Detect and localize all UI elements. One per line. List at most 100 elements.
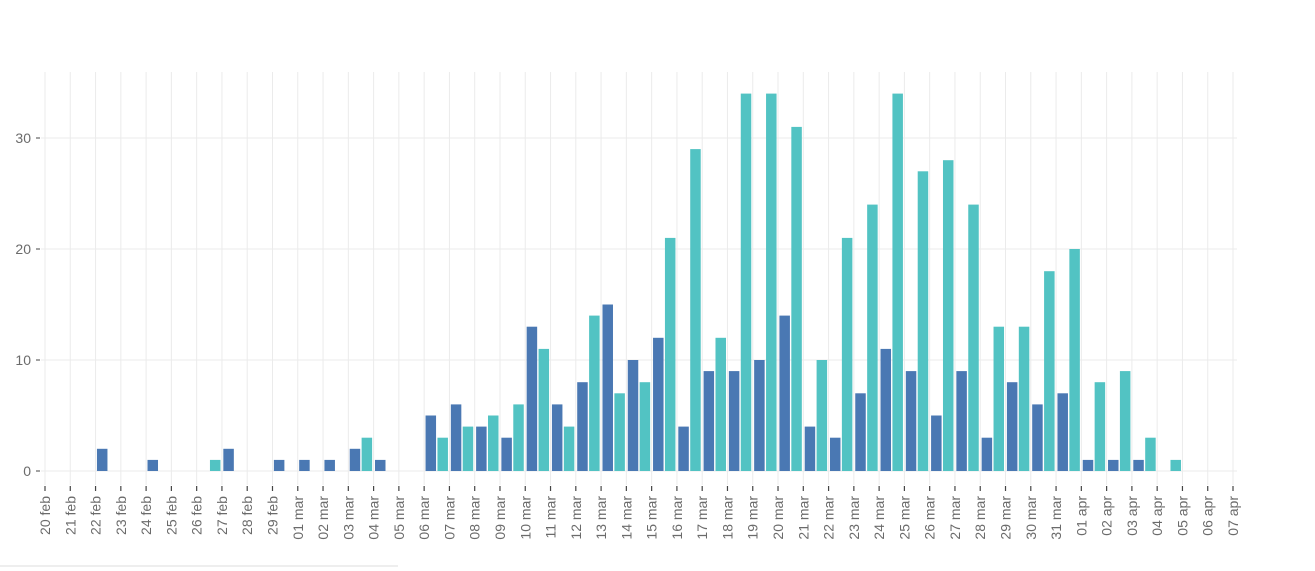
bar-series-dark [653,337,664,471]
bar-series-dark [551,404,563,471]
y-tick-label: 20 [15,241,31,257]
bar-series-dark [779,315,790,471]
x-tick-label: 23 mar [846,496,862,540]
bar-series-dark [273,459,285,471]
x-axis: 20 feb 21 feb 22 feb 23 feb 24 feb 25 feb 26 f… [37,486,1241,540]
bar-series-dark [931,415,942,471]
x-tick-label: 06 mar [416,496,432,540]
x-tick-label: 06 apr [1200,496,1216,536]
bar-series-teal [715,337,726,471]
x-tick-label: 24 mar [871,496,887,540]
x-tick-label: 18 mar [719,496,735,540]
x-tick-label: 28 mar [972,496,988,540]
x-tick-label: 20 feb [37,496,53,535]
bar-series-teal [867,204,878,471]
bar-series-dark [602,304,613,471]
bar-series-dark [956,371,967,471]
x-tick-label: 09 mar [492,496,508,540]
bar-series-teal [538,348,550,471]
bar-series-dark [476,426,487,471]
x-tick-label: 13 mar [593,496,609,540]
bars [96,93,1181,472]
x-tick-label: 07 apr [1225,496,1241,536]
bar-series-teal [1044,271,1055,471]
x-tick-label: 27 mar [947,496,963,540]
x-tick-label: 22 feb [88,496,104,535]
x-tick-label: 12 mar [568,496,584,540]
x-tick-label: 15 mar [644,496,660,540]
bar-series-dark [1082,459,1094,471]
bar-series-dark [425,415,437,471]
bar-series-dark [96,448,108,471]
bar-series-teal [1119,371,1131,471]
x-tick-label: 29 mar [998,496,1014,540]
x-tick-label: 25 feb [163,496,179,535]
bar-series-teal [942,160,954,471]
y-tick-label: 0 [23,463,31,479]
x-tick-label: 26 mar [922,496,938,540]
x-tick-label: 10 mar [517,496,533,540]
x-tick-label: 29 feb [264,496,280,535]
bar-series-teal [361,437,373,471]
x-tick-label: 04 apr [1149,496,1165,536]
divider [0,565,398,567]
bar-series-dark [374,459,386,471]
bar-series-teal [690,149,701,471]
x-tick-label: 02 mar [315,496,331,540]
x-tick-label: 22 mar [821,496,837,540]
x-tick-label: 31 mar [1048,496,1064,540]
bar-series-teal [766,93,777,471]
x-tick-label: 25 mar [896,496,912,540]
x-tick-label: 30 mar [1023,496,1039,540]
bar-series-teal [917,171,929,472]
bar-series-dark [829,437,841,471]
x-tick-label: 01 apr [1073,496,1089,536]
x-tick-label: 23 feb [113,496,129,535]
bar-series-dark [1006,382,1018,471]
x-tick-label: 03 apr [1124,496,1140,536]
bar-series-dark [905,371,917,471]
bar-series-dark [1133,459,1144,471]
bar-series-dark [501,437,512,471]
bar-series-dark [450,404,462,471]
bar-series-teal [639,382,651,471]
bar-series-teal [488,415,499,471]
x-tick-label: 21 feb [62,496,78,535]
bar-series-teal [462,426,474,471]
x-tick-label: 05 mar [391,496,407,540]
bar-series-dark [678,426,689,471]
bar-series-teal [816,360,828,471]
x-tick-label: 14 mar [618,496,634,540]
x-tick-label: 01 mar [290,496,306,540]
bar-series-teal [791,126,802,472]
bar-series-teal [513,404,524,471]
bar-series-teal [589,315,600,471]
bar-series-dark [1108,459,1119,471]
y-tick-label: 30 [15,130,31,146]
x-tick-label: 16 mar [669,496,685,540]
grid-lines [41,72,1237,485]
x-tick-label: 28 feb [239,496,255,535]
x-tick-label: 07 mar [441,496,457,540]
bar-series-dark [855,393,866,471]
bar-series-teal [1170,459,1181,471]
x-tick-label: 05 apr [1174,496,1190,536]
x-tick-label: 26 feb [189,496,205,535]
bar-series-teal [1094,382,1106,471]
bar-series-dark [754,360,765,471]
bar-series-teal [614,393,625,471]
x-tick-label: 11 mar [543,496,559,539]
bar-series-dark [627,360,639,471]
x-tick-label: 04 mar [366,496,382,540]
bar-series-teal [740,93,752,471]
bar-series-dark [223,448,234,471]
bar-series-teal [1145,437,1156,471]
bar-series-dark [324,459,335,471]
bar-series-teal [841,237,853,471]
bar-series-dark [577,382,588,471]
bar-series-teal [1069,249,1080,471]
bar-series-teal [993,326,1005,471]
x-tick-label: 17 mar [694,496,710,540]
x-tick-label: 08 mar [467,496,483,540]
